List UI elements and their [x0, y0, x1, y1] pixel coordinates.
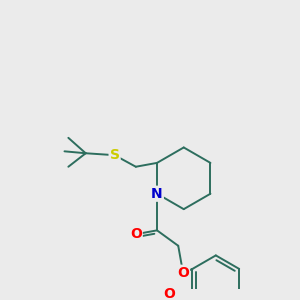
Text: S: S: [110, 148, 120, 162]
Text: N: N: [151, 187, 163, 201]
Text: O: O: [130, 227, 142, 241]
Text: O: O: [164, 287, 175, 300]
Text: O: O: [177, 266, 189, 280]
